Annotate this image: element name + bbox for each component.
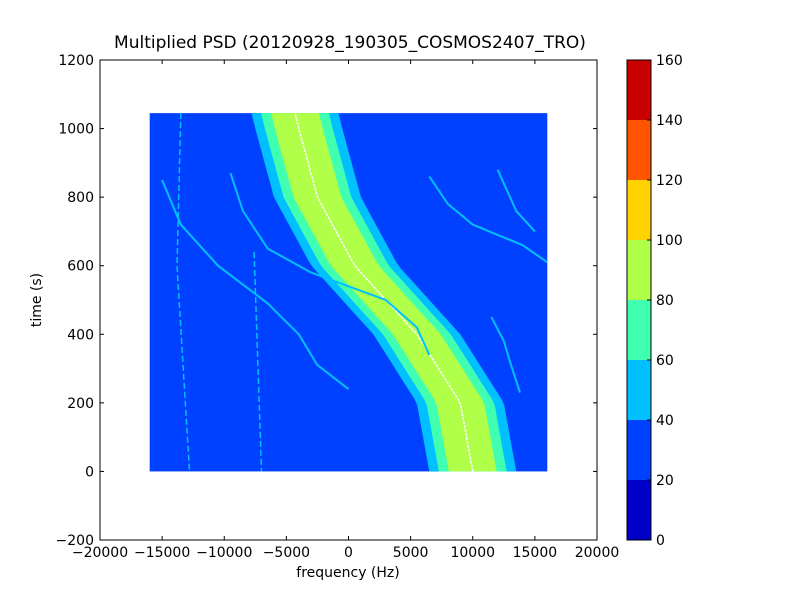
colorbar-tick-label: 60 [656, 353, 674, 369]
chart-title: Multiplied PSD (20120928_190305_COSMOS24… [114, 33, 586, 53]
colorbar-tick-label: 40 [656, 413, 674, 429]
main-band-core [271, 113, 497, 472]
y-tick-label: −200 [56, 533, 94, 549]
y-tick-label: 1000 [58, 122, 94, 138]
x-tick-label: 5000 [393, 545, 429, 561]
y-tick-label: 600 [67, 259, 94, 275]
colorbar-segment [627, 480, 651, 540]
colorbar-tick-label: 160 [656, 53, 683, 69]
colorbar-tick-label: 20 [656, 473, 674, 489]
colorbar: 0 20 40 60 80 100 120 140 160 [626, 53, 683, 549]
x-tick-label: −10000 [196, 545, 252, 561]
plot-area: −20000 −15000 −10000 −5000 0 5000 10000 15000 20… [56, 53, 620, 561]
x-axis-label: frequency (Hz) [296, 565, 399, 581]
ridge-5 [496, 169, 536, 233]
colorbar-segment [627, 360, 651, 420]
colorbar-segment [627, 300, 651, 360]
x-tick-label: 15000 [513, 545, 558, 561]
y-tick-label: 1200 [58, 53, 94, 69]
colorbar-segment [627, 420, 651, 480]
ridge-4 [490, 316, 521, 393]
y-tick-label: 200 [67, 396, 94, 412]
vertical-line-2 [253, 251, 263, 472]
heatmap [149, 112, 548, 472]
ridge-2 [229, 172, 431, 356]
x-tick-label: −15000 [134, 545, 190, 561]
colorbar-tick-label: 80 [656, 293, 674, 309]
main-band-trace [294, 112, 474, 472]
colorbar-segment [627, 240, 651, 300]
colorbar-tick-label: 0 [656, 533, 665, 549]
ridge-3 [428, 176, 548, 264]
colorbar-segment [627, 120, 651, 180]
ridge-1 [161, 179, 350, 390]
y-tick-label: 0 [85, 464, 94, 480]
colorbar-segment [627, 60, 651, 120]
y-tick-label: 400 [67, 327, 94, 343]
colorbar-segment [627, 180, 651, 240]
y-axis-label: time (s) [29, 273, 45, 327]
y-tick-label: 800 [67, 190, 94, 206]
x-tick-label: 20000 [575, 545, 620, 561]
vertical-line-1 [176, 113, 191, 472]
x-axis: −20000 −15000 −10000 −5000 0 5000 10000 15000 20… [72, 60, 619, 561]
colorbar-tick-label: 100 [656, 233, 683, 249]
x-tick-label: −20000 [72, 545, 128, 561]
colorbar-tick-label: 140 [656, 113, 683, 129]
colorbar-tick-label: 120 [656, 173, 683, 189]
x-tick-label: 0 [344, 545, 353, 561]
x-tick-label: −5000 [263, 545, 310, 561]
y-axis: −200 0 200 400 600 800 1000 1200 [56, 53, 597, 549]
x-tick-label: 10000 [450, 545, 495, 561]
